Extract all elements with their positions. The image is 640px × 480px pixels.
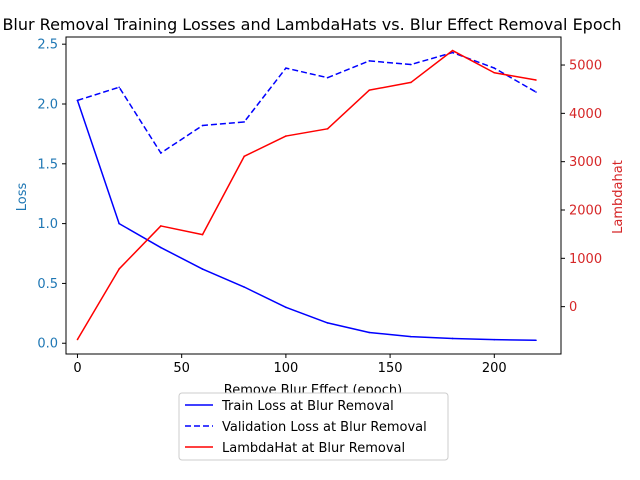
right-y-tick-label: 3000 [569, 155, 602, 170]
left-y-tick-label: 1.0 [37, 217, 58, 232]
series-1-point [410, 335, 412, 338]
series-line-2 [77, 51, 537, 154]
legend: Train Loss at Blur Removal Validation Los… [178, 392, 449, 461]
series-2-point [535, 91, 537, 93]
left-y-axis-label: Loss [15, 183, 30, 212]
legend-label: Train Loss at Blur Removal [221, 399, 394, 414]
series-3-point [326, 128, 329, 130]
legend-label: LambdaHat at Blur Removal [222, 441, 405, 456]
series-3-point [118, 268, 120, 270]
left-y-tick-label: 2.0 [37, 97, 58, 112]
series-1-point [118, 222, 120, 225]
series-3-point [410, 81, 412, 84]
right-y-axis-label: Lambdahat [611, 160, 626, 234]
series-2-point [285, 67, 287, 69]
series-2-point [76, 99, 79, 102]
series-3-point [368, 89, 371, 91]
legend-box [178, 392, 449, 461]
legend-label: Validation Loss at Blur Removal [222, 420, 427, 435]
series-2-point [118, 86, 120, 89]
series-line-3 [76, 49, 537, 340]
series-2-point [410, 63, 412, 66]
x-tick-label: 200 [482, 361, 507, 376]
series-1-point [451, 337, 454, 340]
series-line-1 [76, 100, 537, 341]
series-3-point [160, 225, 162, 227]
series-2-point [243, 121, 245, 123]
series-3-point [493, 71, 496, 74]
series-3-point [76, 338, 79, 341]
series-1-point [535, 339, 537, 342]
right-y-tick-label: 1000 [569, 252, 602, 267]
series-3-point [535, 79, 537, 81]
series-1-point [160, 246, 162, 249]
series-2-point [493, 67, 496, 69]
series-2-point [326, 76, 329, 79]
left-y-tick-label: 2.5 [37, 38, 58, 53]
series-1-point [493, 338, 496, 341]
series-2-point [201, 124, 204, 127]
x-tick-label: 50 [173, 361, 190, 376]
series-1-point [201, 268, 204, 270]
right-y-tick-label: 4000 [569, 107, 602, 122]
series-2-point [451, 51, 454, 54]
series-3-point [285, 135, 287, 137]
plot-frame [65, 36, 562, 355]
left-y-tick-label: 1.5 [37, 157, 58, 172]
right-y-tick-label: 5000 [569, 59, 602, 74]
series-1-point [326, 322, 329, 324]
x-tick-label: 150 [378, 361, 403, 376]
left-y-tick-label: 0.5 [37, 277, 58, 292]
series-1-point [285, 306, 287, 309]
series-3-point [451, 49, 454, 52]
chart-title: Blur Removal Training Losses and LambdaH… [2, 15, 621, 34]
right-y-tick-label: 0 [569, 300, 577, 315]
series-2-point [160, 152, 162, 154]
x-tick-label: 0 [73, 361, 81, 376]
series-3-point [201, 233, 204, 236]
right-y-tick-label: 2000 [569, 203, 602, 218]
series-2-point [368, 60, 371, 62]
series-1-point [368, 331, 371, 334]
left-y-tick-label: 0.0 [37, 337, 58, 352]
series-3-point [243, 155, 245, 158]
series-1-point [243, 286, 245, 288]
x-tick-label: 100 [273, 361, 298, 376]
